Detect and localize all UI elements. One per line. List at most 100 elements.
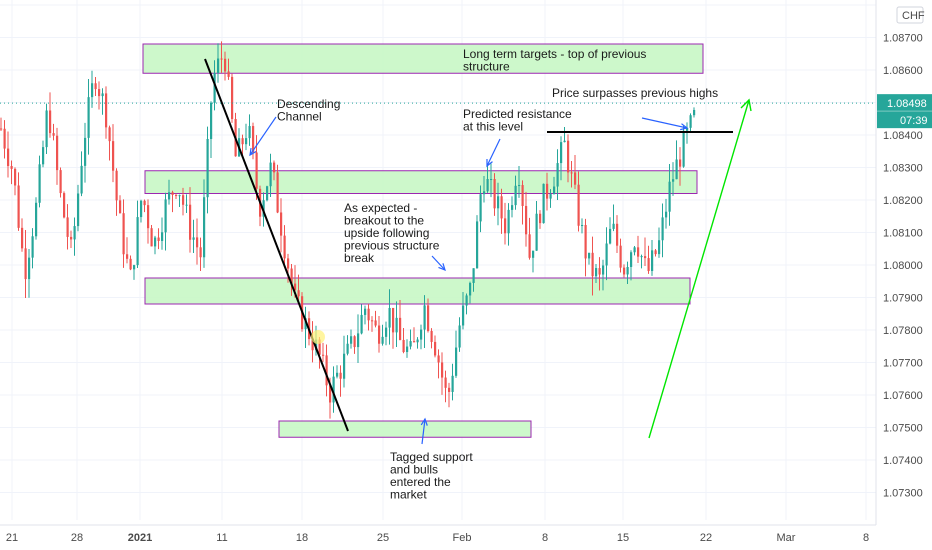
candle: [45, 103, 48, 154]
candle-body: [549, 194, 552, 199]
candle-body: [143, 200, 146, 206]
annotation-line: As expected -: [344, 201, 417, 215]
candle: [623, 264, 626, 278]
candle-body: [280, 212, 283, 236]
candle: [469, 281, 472, 304]
zones: [142, 43, 704, 438]
candle: [455, 330, 458, 378]
annotations: Long term targets - top of previous struc…: [277, 47, 718, 502]
candle-body: [192, 237, 195, 240]
candle-body: [658, 240, 661, 255]
candle: [357, 314, 360, 363]
candle: [63, 191, 66, 219]
candle: [157, 228, 160, 250]
candle-body: [693, 109, 696, 116]
y-tick-label: 1.08400: [883, 130, 923, 142]
candle-body: [381, 336, 384, 344]
candle-body: [350, 336, 353, 344]
candle-body: [448, 387, 451, 392]
candle-body: [630, 252, 633, 267]
x-tick-label: Mar: [777, 532, 796, 544]
candle-body: [332, 376, 335, 403]
candle: [479, 185, 482, 233]
candle: [532, 250, 535, 273]
candle-body: [157, 237, 160, 241]
candle-body: [108, 127, 111, 142]
candle-body: [318, 339, 321, 355]
candle: [612, 204, 615, 232]
candle: [574, 155, 577, 190]
candle: [616, 215, 619, 254]
candle-body: [28, 257, 31, 280]
candle: [437, 349, 440, 379]
candle: [581, 218, 584, 234]
candle: [311, 321, 314, 363]
candle-body: [672, 179, 675, 182]
annotation-1: Descending Channel: [277, 97, 340, 124]
annotation-line: Long term targets - top of previous: [463, 47, 646, 61]
highs-arrow: [641, 117, 689, 131]
candle-body: [378, 325, 381, 344]
annotation-line: market: [390, 488, 427, 502]
candle-body: [612, 223, 615, 229]
candle: [451, 363, 454, 401]
candle-body: [507, 209, 510, 234]
candle: [161, 217, 164, 250]
candle: [143, 199, 146, 213]
candle-body: [644, 256, 647, 259]
candle-body: [14, 168, 17, 186]
candle: [350, 329, 353, 349]
candle: [182, 187, 185, 216]
candle: [385, 321, 388, 346]
candle-body: [416, 339, 419, 343]
candle: [507, 203, 510, 246]
candle: [332, 366, 335, 413]
candle: [266, 185, 269, 202]
candle-body: [343, 353, 346, 379]
candle-body: [283, 235, 286, 259]
x-tick-label: 8: [863, 532, 869, 544]
highlight-marker: [311, 330, 325, 344]
candle: [651, 239, 654, 276]
candle: [434, 335, 437, 358]
candle: [413, 327, 416, 343]
annotation-4: As expected -breakout to the upside follo…: [344, 201, 440, 265]
candle: [84, 122, 87, 183]
candle: [637, 235, 640, 264]
annotation-3: Price surpasses previous highs: [552, 86, 718, 100]
candle: [297, 274, 300, 305]
candle-body: [609, 228, 612, 244]
candle-body: [112, 141, 115, 171]
candle-body: [231, 76, 234, 119]
candle: [140, 199, 143, 223]
y-tick-label: 1.08600: [883, 65, 923, 77]
candle: [511, 196, 514, 218]
support-arrow-head: [420, 417, 428, 426]
candle: [444, 370, 447, 403]
candle: [472, 268, 475, 292]
candles: [0, 41, 696, 419]
drawings: [0, 58, 876, 445]
candle-body: [276, 172, 279, 213]
projection-arrow-line: [648, 99, 750, 439]
countdown-label: 07:39: [900, 115, 928, 127]
annotation-line: Predicted resistance: [463, 107, 572, 121]
candle: [122, 199, 125, 268]
candle-body: [451, 375, 454, 392]
candle-body: [87, 97, 90, 138]
candle: [609, 217, 612, 245]
candle-body: [626, 266, 629, 275]
x-tick-label: 15: [617, 532, 629, 544]
candle: [381, 324, 384, 346]
x-tick-label: 2021: [128, 532, 152, 544]
candle-body: [129, 258, 132, 270]
candle-body: [241, 138, 244, 145]
candle: [546, 172, 549, 211]
candle-body: [227, 71, 230, 77]
y-tick-label: 1.08300: [883, 163, 923, 175]
candle-body: [427, 305, 430, 331]
candle-body: [255, 152, 258, 189]
candle-body: [21, 227, 24, 249]
candle-body: [147, 205, 150, 229]
